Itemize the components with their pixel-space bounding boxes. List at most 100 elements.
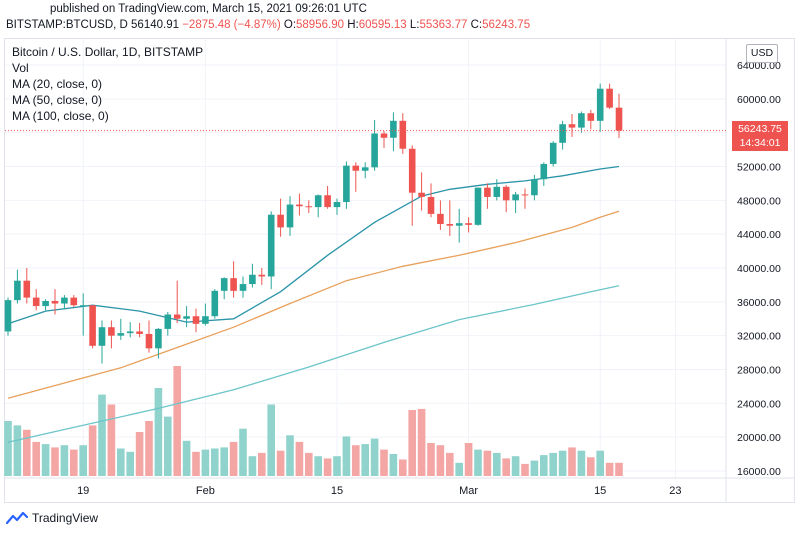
volume-bar	[558, 450, 567, 476]
time-axis-label: 15	[594, 485, 606, 497]
volume-bar	[323, 458, 332, 476]
volume-bar	[135, 432, 144, 476]
price-axis-label: 60000.00	[737, 94, 781, 106]
candle-body	[98, 327, 106, 346]
candle-body	[578, 113, 585, 128]
candle-body	[108, 327, 115, 336]
volume-bar	[248, 456, 257, 476]
last-price: 56140.91	[131, 19, 179, 31]
price-axis-label: 52000.00	[737, 162, 781, 174]
volume-bar	[436, 445, 445, 476]
candle-body	[324, 195, 331, 208]
candle-body	[258, 274, 266, 277]
price-change: −2875.48 (−4.87%)	[182, 19, 281, 31]
close-label: C:	[470, 19, 483, 31]
volume-bar	[182, 440, 191, 476]
volume-bar	[276, 450, 285, 476]
candle-body	[512, 194, 519, 201]
volume-bar	[98, 394, 106, 476]
volume-bar	[126, 451, 134, 476]
candle-body	[173, 314, 181, 319]
volume-bar	[286, 435, 294, 476]
published-line: published on TradingView.com, March 15, …	[50, 3, 367, 15]
volume-bar	[305, 452, 313, 476]
candle-body	[79, 305, 87, 307]
tradingview-logo[interactable]: TradingView	[6, 511, 98, 525]
price-axis-label: 32000.00	[737, 331, 781, 343]
candle-body	[408, 148, 416, 193]
volume-bar	[295, 441, 304, 476]
volume-bar	[239, 428, 247, 476]
countdown-timer: 14:34:01	[739, 137, 781, 149]
candle-body	[502, 186, 510, 201]
volume-bar	[342, 436, 351, 476]
volume-bar	[192, 451, 200, 476]
candle-body	[89, 305, 96, 346]
volume-bar	[464, 443, 473, 476]
low-label: L:	[409, 19, 420, 31]
candle-body	[220, 278, 228, 291]
volume-bar	[229, 441, 238, 476]
candle-body	[286, 204, 294, 228]
currency-button[interactable]: USD	[746, 44, 778, 63]
volume-bar	[446, 452, 454, 476]
volume-bar	[370, 438, 379, 476]
candle-body	[230, 278, 237, 291]
volume-bar	[549, 452, 557, 476]
price-axis-label: 44000.00	[737, 229, 781, 241]
candle-body	[596, 88, 604, 121]
volume-bar	[117, 448, 125, 476]
high-label: H:	[347, 19, 359, 31]
candle-body	[314, 195, 322, 208]
volume-bar	[352, 445, 360, 476]
candle-body	[455, 223, 463, 226]
candle-body	[465, 223, 472, 225]
last-price-tag-value: 56243.75	[738, 123, 782, 135]
chart-frame	[4, 38, 795, 503]
volume-bar	[502, 458, 510, 476]
candle-body	[70, 297, 78, 306]
volume-bar	[380, 449, 388, 476]
candle-body	[117, 333, 125, 336]
candle-body	[399, 120, 407, 149]
candle-body	[437, 213, 444, 225]
volume-bar	[596, 450, 604, 476]
volume-bar	[154, 388, 163, 476]
candle-body	[155, 328, 162, 349]
volume-bar	[88, 425, 97, 476]
candle-body	[427, 196, 435, 214]
volume-bar	[201, 449, 210, 476]
volume-bar	[605, 462, 614, 476]
legend-ma100: MA (100, close, 0)	[12, 109, 109, 123]
volume-bar	[399, 459, 407, 476]
volume-bar	[32, 441, 40, 476]
candle-body	[23, 280, 31, 298]
candle-body	[239, 284, 247, 291]
volume-bar	[521, 463, 529, 476]
volume-bar	[474, 449, 482, 476]
symbol-interval: BITSTAMP:BTCUSD, D	[6, 19, 128, 31]
volume-bar	[13, 425, 22, 476]
candle-body	[14, 280, 21, 301]
volume-bar	[51, 447, 59, 476]
volume-bar	[333, 456, 341, 476]
candle-body	[305, 206, 313, 208]
candle-body	[531, 179, 538, 196]
volume-bar	[314, 456, 322, 476]
volume-bar	[220, 447, 228, 476]
volume-bar	[577, 450, 586, 476]
candle-body	[587, 113, 595, 121]
legend-ma50: MA (50, close, 0)	[12, 93, 103, 107]
candle-body	[446, 224, 454, 226]
time-axis-label: Feb	[196, 485, 215, 497]
quote-line: BITSTAMP:BTCUSD, D 56140.91 −2875.48 (−4…	[6, 19, 530, 31]
ma20-line	[7, 165, 620, 325]
volume-bar	[615, 462, 623, 476]
candle-body	[277, 214, 284, 228]
volume-bar	[258, 452, 266, 476]
candle-body	[521, 194, 529, 196]
volume-bar	[267, 404, 275, 476]
volume-bar	[540, 455, 548, 476]
price-axis-label: 40000.00	[737, 263, 781, 275]
